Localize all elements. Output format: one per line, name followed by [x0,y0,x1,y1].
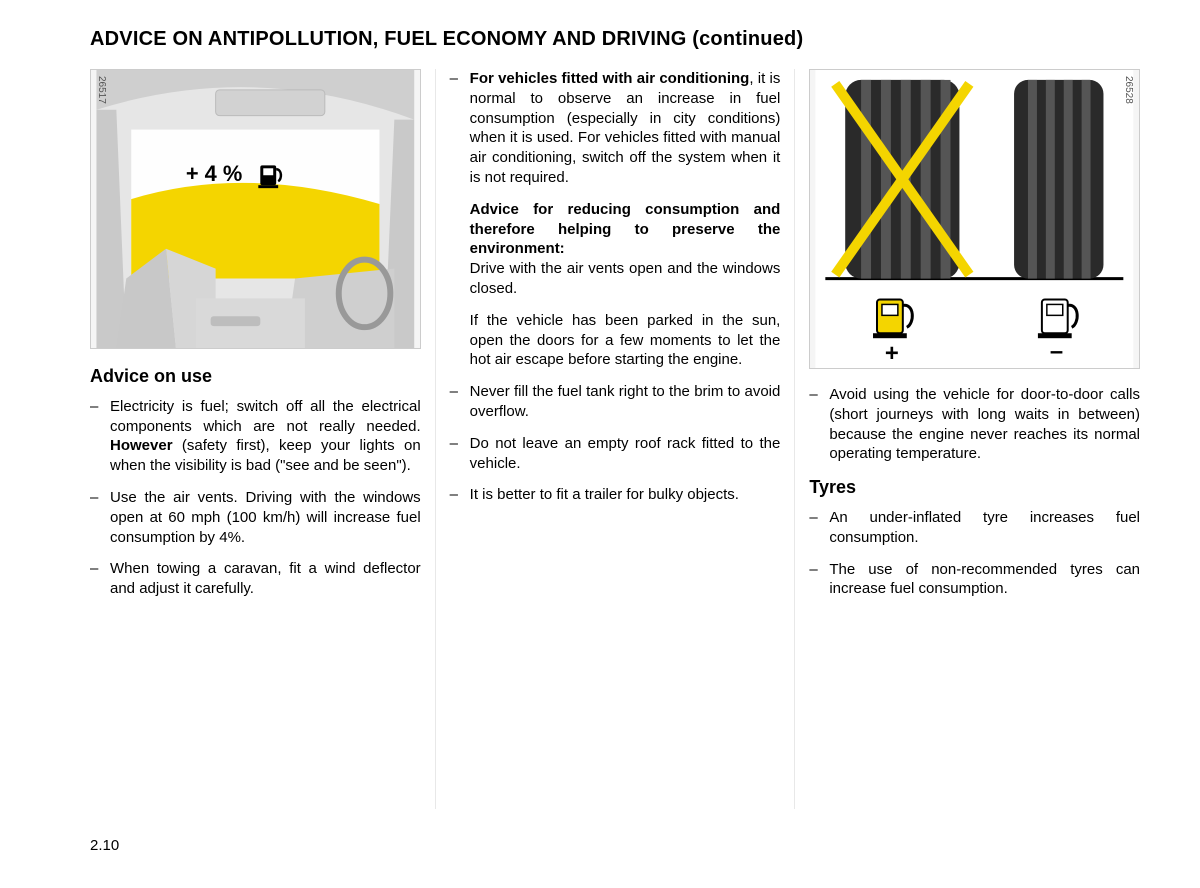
column-3: 26528 [795,69,1140,809]
figure-ref-2: 26528 [1122,76,1135,104]
svg-text:+: + [885,340,899,367]
tyres-illustration: + – [810,70,1139,368]
sub-advice-block: Advice for reducing consumption and ther… [450,200,781,299]
column-1: 26517 + 4 % [90,69,435,809]
page-number: 2.10 [90,837,119,854]
figure-ref-1: 26517 [95,76,108,104]
overlay-text: + 4 % [186,161,242,186]
figure-car-interior: 26517 + 4 % [90,69,421,349]
page-title: ADVICE ON ANTIPOLLUTION, FUEL ECONOMY AN… [90,28,1140,51]
content-columns: 26517 + 4 % [90,69,1140,809]
list-item: Avoid using the vehicle for door-to-door… [809,385,1140,464]
advice-list-col2: Never fill the fuel tank right to the br… [450,382,781,505]
paragraph: If the vehicle has been parked in the su… [450,311,781,370]
advice-list-col3b: An under-inflated tyre increases fuel co… [809,508,1140,599]
list-item: When towing a caravan, fit a wind deflec… [90,559,421,599]
advice-list-col3a: Avoid using the vehicle for door-to-door… [809,385,1140,464]
heading-tyres: Tyres [809,476,1140,500]
advice-list-col1: Electricity is fuel; switch off all the … [90,397,421,599]
lead-list-col2: For vehicles fitted with air conditionin… [450,69,781,188]
figure-tyres: 26528 [809,69,1140,369]
svg-text:–: – [1050,338,1063,365]
list-item: Electricity is fuel; switch off all the … [90,397,421,476]
list-item: Never fill the fuel tank right to the br… [450,382,781,422]
heading-advice-on-use: Advice on use [90,365,421,389]
list-item: Use the air vents. Driving with the wind… [90,488,421,547]
title-continued: (continued) [692,28,803,50]
title-main: ADVICE ON ANTIPOLLUTION, FUEL ECONOMY AN… [90,28,692,50]
car-interior-illustration: + 4 % [91,70,420,348]
list-item: The use of non-recommended tyres can inc… [809,560,1140,600]
list-item: An under-inflated tyre increases fuel co… [809,508,1140,548]
list-item: Do not leave an empty roof rack fitted t… [450,434,781,474]
column-2: For vehicles fitted with air conditionin… [436,69,795,809]
list-item: It is better to fit a trailer for bulky … [450,485,781,505]
list-item: For vehicles fitted with air conditionin… [450,69,781,188]
